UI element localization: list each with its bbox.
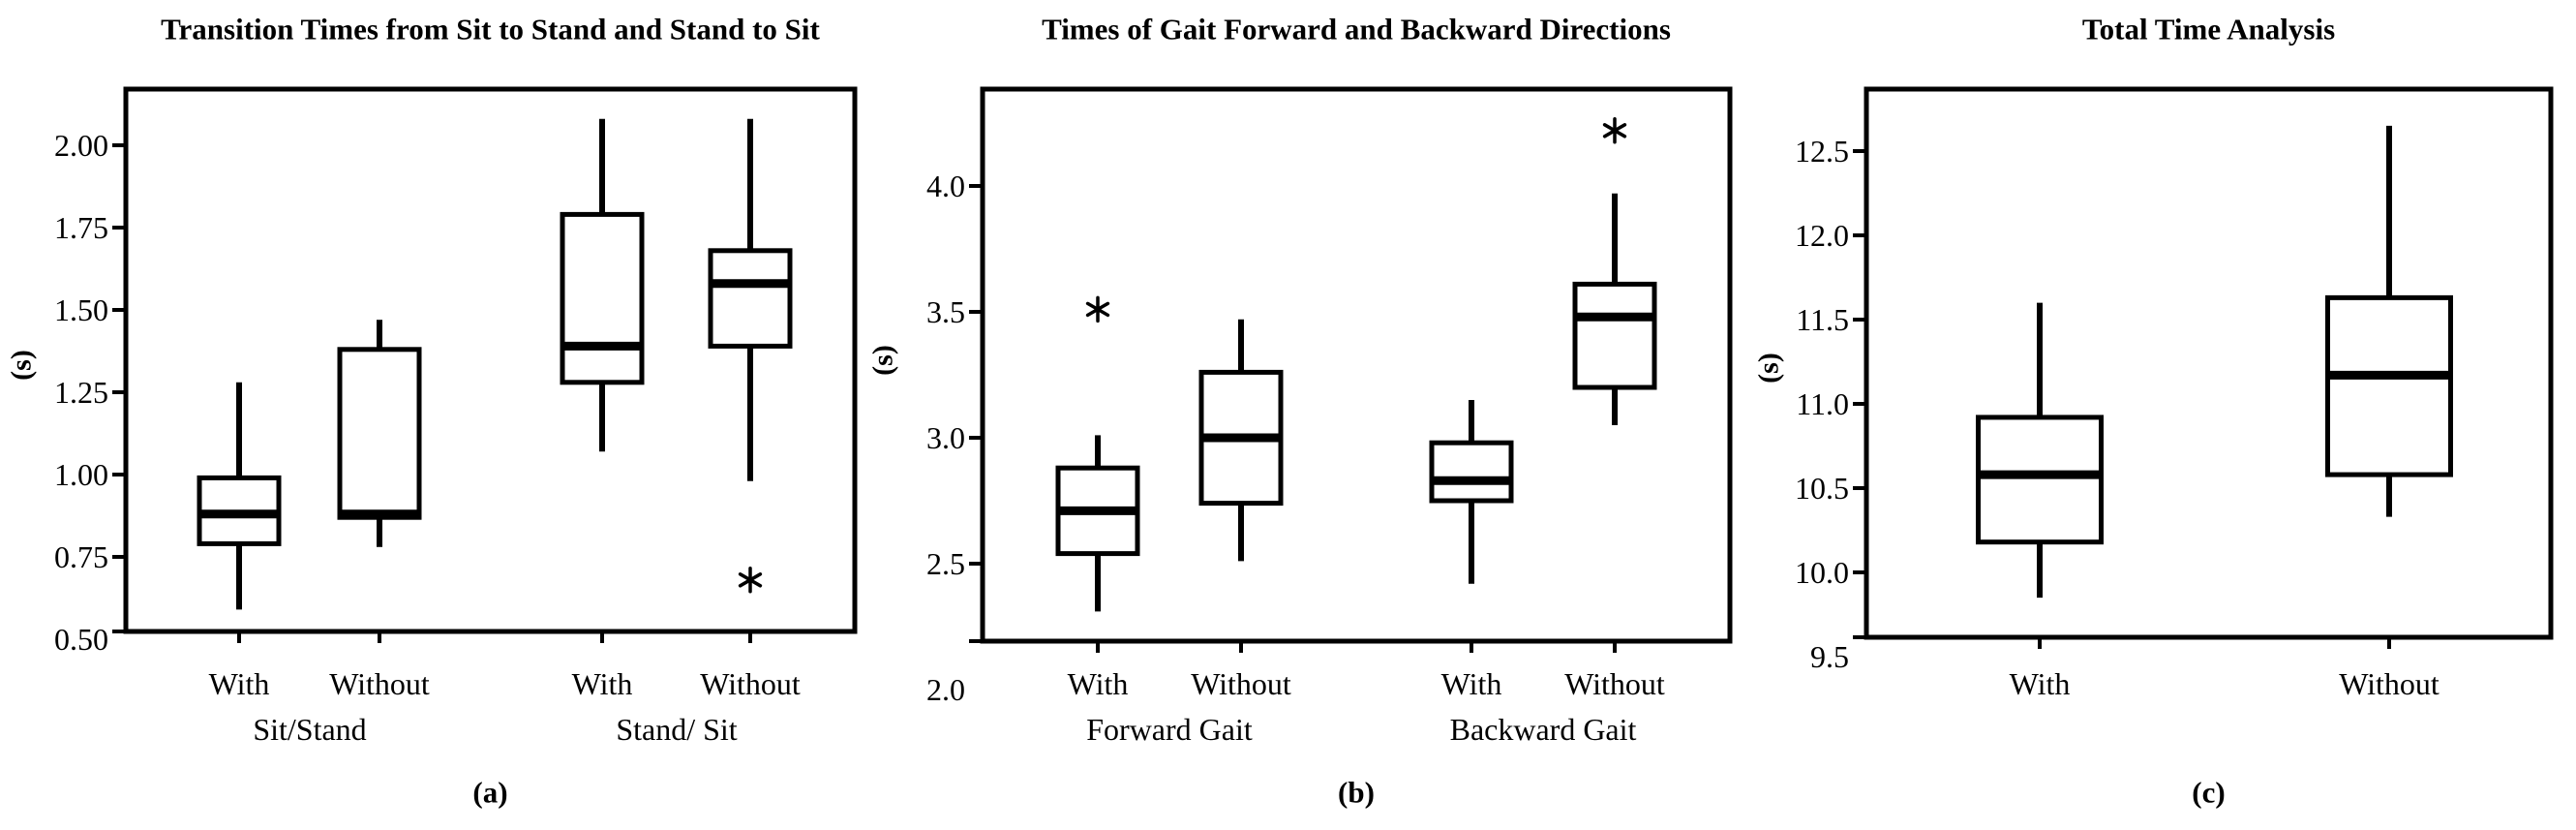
panel-b-category-label: Without <box>1191 666 1291 701</box>
panel-b-group-label: Backward Gait <box>1450 712 1637 747</box>
panel-c-y-axis-label: (s) <box>1753 353 1785 384</box>
panel-a: Transition Times from Sit to Stand and S… <box>6 13 858 810</box>
panel-b-y-axis-label: (s) <box>867 345 899 376</box>
panel-c-ytick-label: 12.0 <box>1795 218 1849 253</box>
panel-c-category-label: Without <box>2339 666 2440 701</box>
panel-c-title: Total Time Analysis <box>2082 13 2335 46</box>
panel-c-ytick-label: 11.5 <box>1796 302 1849 337</box>
iqr-box <box>708 248 793 349</box>
panel-b-ytick-label: 2.0 <box>926 672 965 707</box>
panel-a-box-0 <box>197 382 282 610</box>
panel-a-group-label: Sit/Stand <box>253 712 366 747</box>
panel-b-title: Times of Gait Forward and Backward Direc… <box>1042 13 1671 46</box>
panel-c-box-1 <box>2325 125 2453 517</box>
iqr-box <box>337 347 422 520</box>
panel-a-caption: (a) <box>472 776 507 810</box>
iqr-box <box>1429 440 1514 504</box>
panel-b-box-3 <box>1572 117 1657 425</box>
panel-b-ytick-label: 2.5 <box>926 546 965 581</box>
panel-c-ytick-label: 10.5 <box>1795 471 1849 506</box>
panel-c-ytick-label: 12.5 <box>1795 134 1849 169</box>
panel-a-ytick-label: 1.75 <box>54 210 108 245</box>
panel-c-ytick-label: 11.0 <box>1796 386 1849 421</box>
panel-a-frame <box>123 86 858 634</box>
panel-a-category-label: Without <box>700 666 801 701</box>
panel-a-title: Transition Times from Sit to Stand and S… <box>161 13 820 46</box>
panel-b-frame <box>980 86 1733 644</box>
asterisk-stroke <box>1085 301 1110 318</box>
panel-a-ytick-label: 0.75 <box>54 539 108 574</box>
panel-c-box-0 <box>1976 302 2104 599</box>
panel-a-box-3 <box>708 118 793 594</box>
panel-b-group-label: Forward Gait <box>1086 712 1253 747</box>
panel-c-ytick-label: 10.0 <box>1795 555 1849 590</box>
panel-b-box-1 <box>1198 319 1284 562</box>
panel-a-category-label: Without <box>329 666 430 701</box>
panel-a-box-2 <box>560 118 645 452</box>
panel-b-box-0 <box>1055 295 1140 612</box>
iqr-box <box>1572 281 1657 390</box>
panel-c-category-label: With <box>2010 666 2071 701</box>
panel-a-category-label: With <box>209 666 270 701</box>
panel-c: Total Time Analysis (s) 12.5 12.0 11.5 11.0 10… <box>1753 13 2554 810</box>
panel-b-ytick-label: 3.5 <box>926 294 965 329</box>
panel-b: Times of Gait Forward and Backward Direc… <box>867 13 1733 810</box>
iqr-box <box>1976 415 2104 545</box>
asterisk-stroke <box>738 572 763 588</box>
panel-b-caption: (b) <box>1338 776 1375 810</box>
outlier-asterisk <box>1602 117 1627 144</box>
panel-a-box-1 <box>337 320 422 547</box>
panel-a-ytick-label: 1.25 <box>54 375 108 410</box>
panel-b-category-label: With <box>1441 666 1502 701</box>
asterisk-stroke <box>1602 123 1627 138</box>
panel-a-ytick-label: 1.00 <box>54 457 108 492</box>
panel-b-category-label: Without <box>1564 666 1665 701</box>
iqr-box <box>560 211 645 385</box>
panel-c-frame <box>1864 86 2554 640</box>
outlier-asterisk <box>1085 295 1110 323</box>
panel-a-y-axis-label: (s) <box>6 350 38 381</box>
outlier-asterisk <box>738 567 763 594</box>
panel-c-ytick-label: 9.5 <box>1810 639 1849 674</box>
panel-a-category-label: With <box>572 666 633 701</box>
panel-b-category-label: With <box>1068 666 1129 701</box>
panel-c-caption: (c) <box>2192 776 2225 810</box>
panel-a-ytick-label: 2.00 <box>54 128 108 163</box>
panel-a-ytick-label: 0.50 <box>54 622 108 657</box>
iqr-box <box>2325 294 2453 477</box>
panel-b-ytick-label: 3.0 <box>926 420 965 455</box>
panel-a-ytick-label: 1.50 <box>54 292 108 327</box>
panel-b-box-2 <box>1429 400 1514 584</box>
panel-b-ytick-label: 4.0 <box>926 169 965 203</box>
panel-a-group-label: Stand/ Sit <box>616 712 737 747</box>
